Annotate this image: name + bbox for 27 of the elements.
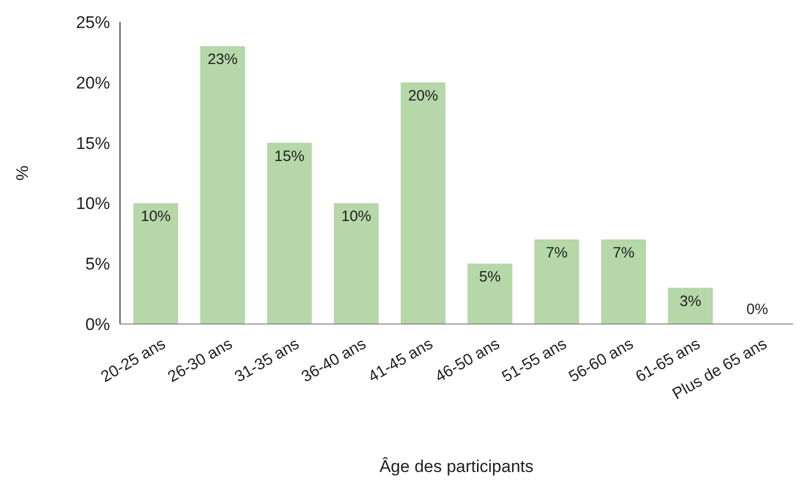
y-axis-title: %	[13, 165, 32, 181]
data-label: 7%	[546, 244, 568, 262]
data-label: 20%	[408, 87, 438, 104]
y-tick-label: 20%	[76, 73, 110, 92]
y-tick-label: 10%	[76, 194, 110, 214]
bar	[668, 288, 713, 324]
bar	[334, 203, 379, 324]
data-label: 10%	[140, 208, 171, 226]
y-tick-label: 15%	[76, 134, 110, 153]
data-label: 7%	[612, 244, 634, 262]
bar	[534, 239, 580, 324]
data-label: 15%	[274, 148, 304, 165]
bar	[400, 82, 446, 324]
data-label: 10%	[341, 208, 372, 226]
bar	[133, 203, 178, 324]
data-label: 3%	[680, 292, 702, 310]
y-tick-label: 0%	[85, 314, 110, 334]
bar	[601, 239, 646, 324]
bar	[200, 46, 245, 324]
bar	[267, 142, 312, 324]
data-label: 23%	[208, 51, 238, 68]
y-tick-label: 25%	[76, 12, 110, 32]
data-label: 5%	[479, 268, 501, 286]
bar	[468, 264, 512, 324]
x-axis-title: Âge des participants	[379, 457, 534, 476]
data-label: 0%	[746, 301, 768, 318]
y-tick-label: 5%	[85, 254, 110, 274]
